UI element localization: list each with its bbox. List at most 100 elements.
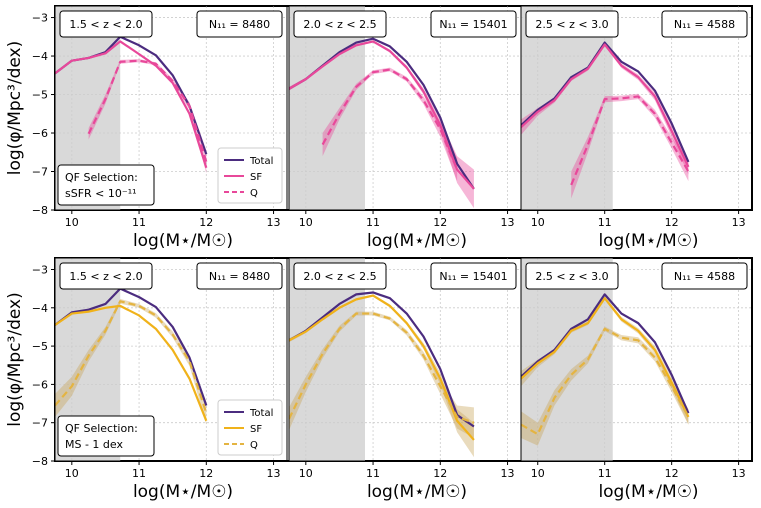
- series-line-sf: [521, 43, 690, 168]
- x-tick-label: 11: [366, 467, 380, 480]
- x-tick-label: 12: [199, 216, 213, 229]
- count-label: N₁₁ = 4588: [674, 270, 735, 283]
- y-tick-label: −5: [32, 89, 48, 102]
- legend-box: [217, 399, 283, 456]
- count-label: N₁₁ = 15401: [439, 18, 507, 31]
- x-tick-label: 10: [531, 467, 545, 480]
- panel-0-0: 10 11 12 13 −3 −4 −5 −6 −7 −8 log(M⋆/M☉) 1.5 < z < …: [32, 5, 288, 251]
- incompleteness-shade: [289, 258, 365, 461]
- count-box: [196, 262, 283, 290]
- incompleteness-shade: [521, 258, 613, 461]
- panel-border: [520, 257, 753, 462]
- x-tick-label: 11: [598, 467, 612, 480]
- y-tick-label: −4: [32, 302, 48, 315]
- x-tick-label: 13: [732, 467, 746, 480]
- redshift-box: [59, 262, 153, 290]
- series-line-q: [321, 68, 459, 171]
- plot-area: [521, 41, 690, 199]
- x-tick-label: 11: [598, 216, 612, 229]
- y-axis-label-1: log(φ/Mpc³/dex): [5, 292, 25, 426]
- count-label: N₁₁ = 4588: [674, 18, 735, 31]
- count-box: [430, 262, 517, 290]
- x-tick-label: 12: [199, 467, 213, 480]
- x-axis-label: log(M⋆/M☉): [598, 482, 698, 502]
- y-tick-label: −4: [32, 50, 48, 63]
- redshift-label: 1.5 < z < 2.0: [69, 18, 142, 31]
- redshift-box: [525, 262, 619, 290]
- y-tick-label: −8: [32, 204, 48, 217]
- series-line-total: [521, 41, 690, 163]
- selection-box: [57, 415, 155, 457]
- row-frame-1: [54, 257, 753, 462]
- legend-label: SF: [250, 172, 262, 183]
- y-tick-label: −8: [32, 455, 48, 468]
- series-line-sf: [521, 297, 690, 418]
- x-axis-label: log(M⋆/M☉): [367, 231, 467, 251]
- y-tick-label: −3: [32, 263, 48, 276]
- x-tick-label: 12: [665, 467, 679, 480]
- y-tick-label: −3: [32, 12, 48, 25]
- legend-label: Q: [250, 188, 258, 199]
- x-tick-label: 13: [732, 216, 746, 229]
- x-tick-label: 10: [65, 216, 79, 229]
- plot-area: [289, 37, 475, 209]
- redshift-label: 1.5 < z < 2.0: [69, 270, 142, 283]
- selection-criterion: sSFR < 10⁻¹¹: [65, 187, 137, 200]
- x-tick-label: 11: [366, 216, 380, 229]
- x-tick-label: 10: [299, 467, 313, 480]
- redshift-label: 2.0 < z < 2.5: [303, 270, 376, 283]
- panel-border: [54, 5, 288, 211]
- count-box: [661, 10, 748, 38]
- series-line-sf: [289, 294, 475, 441]
- y-tick-label: −7: [32, 417, 48, 430]
- x-tick-label: 13: [267, 216, 281, 229]
- count-label: N₁₁ = 8480: [209, 270, 270, 283]
- legend-label: Total: [249, 156, 273, 167]
- selection-title: QF Selection:: [65, 171, 138, 184]
- redshift-label: 2.0 < z < 2.5: [303, 18, 376, 31]
- series-line-sf: [55, 304, 208, 422]
- x-axis-label: log(M⋆/M☉): [133, 231, 233, 251]
- series-line-sf: [289, 40, 475, 190]
- x-tick-label: 13: [501, 216, 515, 229]
- redshift-box: [293, 262, 387, 290]
- panel-1-0: 10 11 12 13 −3 −4 −5 −6 −7 −8 log(M⋆/M☉) 1.5 < z < …: [32, 257, 288, 502]
- incompleteness-shade: [289, 6, 365, 210]
- panel-1-1: 10 11 12 13 log(M⋆/M☉) 2.0 < z < 2.5 N₁₁ = 154…: [288, 257, 522, 502]
- panel-0-1: 10 11 12 13 log(M⋆/M☉) 2.0 < z < 2.5 N₁₁ = 154…: [288, 5, 522, 251]
- series-line-q: [570, 95, 690, 186]
- x-axis-label: log(M⋆/M☉): [367, 482, 467, 502]
- count-box: [430, 10, 517, 38]
- x-tick-label: 12: [665, 216, 679, 229]
- redshift-label: 2.5 < z < 3.0: [535, 270, 608, 283]
- legend-label: SF: [250, 424, 262, 435]
- legend-box: [217, 147, 283, 204]
- selection-box: [57, 164, 155, 206]
- selection-title: QF Selection:: [65, 422, 138, 435]
- y-tick-label: −5: [32, 340, 48, 353]
- x-tick-label: 10: [299, 216, 313, 229]
- x-tick-label: 11: [132, 216, 146, 229]
- x-tick-label: 12: [433, 216, 447, 229]
- legend-label: Total: [249, 408, 273, 419]
- redshift-box: [293, 10, 387, 38]
- panel-0-2: 10 11 12 13 log(M⋆/M☉) 2.5 < z < 3.0 N₁₁ = 458…: [520, 5, 753, 251]
- count-label: N₁₁ = 15401: [439, 270, 507, 283]
- redshift-box: [525, 10, 619, 38]
- y-tick-label: −6: [32, 127, 48, 140]
- redshift-box: [59, 10, 153, 38]
- count-box: [661, 262, 748, 290]
- y-tick-label: −6: [32, 378, 48, 391]
- series-line-total: [521, 293, 690, 414]
- series-line-q: [55, 300, 208, 414]
- series-line-q: [521, 327, 690, 436]
- legend-label: Q: [250, 440, 258, 451]
- series-line-total: [55, 287, 208, 406]
- plot-area: [55, 35, 208, 174]
- plot-area: [521, 293, 690, 446]
- y-tick-label: −7: [32, 166, 48, 179]
- panel-border: [54, 257, 288, 462]
- x-axis-label: log(M⋆/M☉): [133, 482, 233, 502]
- x-tick-label: 13: [267, 467, 281, 480]
